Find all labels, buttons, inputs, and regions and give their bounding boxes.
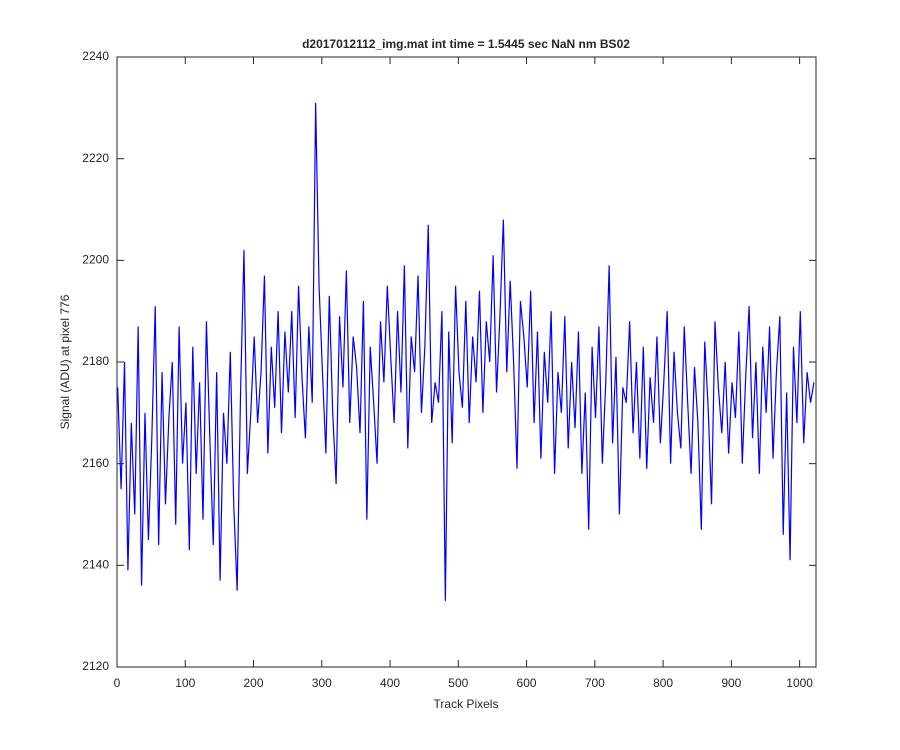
x-tick-label: 900 [721, 676, 741, 690]
plot-area [116, 56, 817, 668]
x-tick-label: 800 [653, 676, 673, 690]
x-tick-label: 700 [585, 676, 605, 690]
y-tick-label: 2140 [82, 558, 109, 572]
x-tick-label: 100 [175, 676, 195, 690]
y-axis-label: Signal (ADU) at pixel 776 [58, 294, 72, 429]
x-tick-label: 400 [380, 676, 400, 690]
x-tick-label: 200 [244, 676, 264, 690]
x-tick-label: 300 [312, 676, 332, 690]
x-axis-label: Track Pixels [434, 697, 499, 711]
x-tick-label: 600 [517, 676, 537, 690]
y-tick-label: 2120 [82, 659, 109, 673]
x-tick-label: 1000 [786, 676, 813, 690]
y-tick-label: 2220 [82, 151, 109, 165]
y-tick-label: 2200 [82, 253, 109, 267]
x-tick-label: 0 [114, 676, 121, 690]
data-line [117, 102, 815, 601]
x-tick-label: 500 [448, 676, 468, 690]
y-tick-label: 2180 [82, 354, 109, 368]
y-tick-label: 2240 [82, 49, 109, 63]
y-tick-label: 2160 [82, 456, 109, 470]
chart-title: d2017012112_img.mat int time = 1.5445 se… [302, 37, 630, 51]
